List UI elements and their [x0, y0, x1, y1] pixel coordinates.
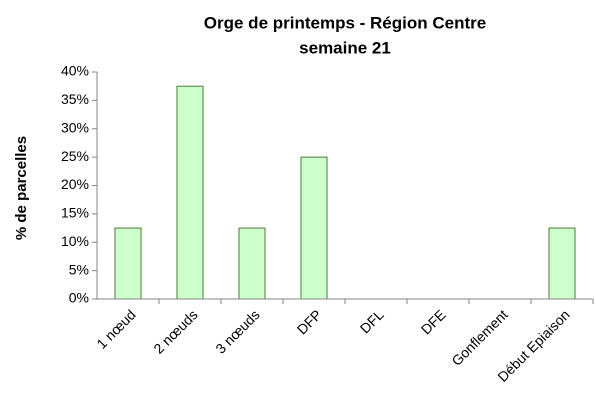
x-tick-label: 2 nœuds [150, 306, 200, 356]
bar [300, 156, 328, 300]
bar [176, 85, 204, 300]
y-tick-label: 20% [61, 176, 89, 192]
y-tick-label: 30% [61, 119, 89, 135]
x-tick-label: Gonflement [448, 306, 511, 369]
x-tick-label: DFL [357, 306, 387, 336]
x-tick-label: DFP [294, 306, 325, 337]
bar [238, 227, 266, 300]
y-axis-title: % de parcelles [13, 136, 30, 240]
bar [548, 227, 576, 300]
x-tick-label: 3 nœuds [212, 306, 262, 356]
y-tick-label: 35% [61, 91, 89, 107]
chart-title: Orge de printemps - Région Centre [204, 13, 486, 32]
y-tick-label: 15% [61, 205, 89, 221]
y-tick-label: 40% [61, 63, 89, 79]
chart-subtitle: semaine 21 [299, 38, 391, 57]
x-tick-label: 1 nœud [93, 306, 138, 351]
bar [114, 227, 142, 300]
y-tick-label: 25% [61, 148, 89, 164]
x-tick-label: DFE [418, 306, 449, 337]
y-tick-label: 5% [69, 261, 89, 277]
y-tick-label: 10% [61, 233, 89, 249]
y-tick-label: 0% [69, 290, 89, 306]
